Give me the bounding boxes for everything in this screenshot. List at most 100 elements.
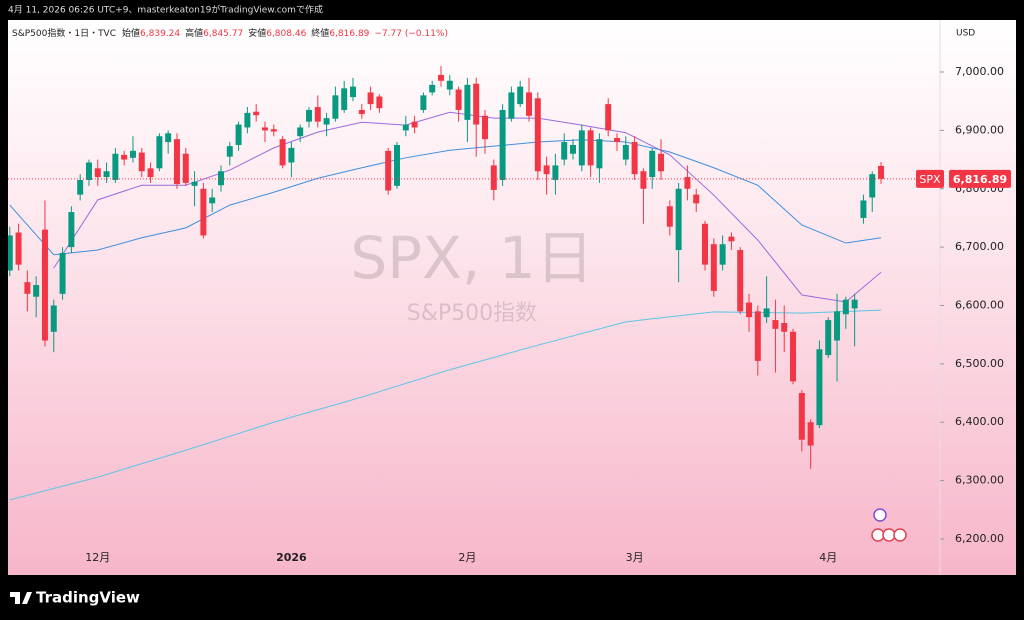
candle-body — [288, 147, 295, 163]
candle-body — [878, 165, 885, 179]
ohlc-name: 高値 — [185, 27, 203, 39]
candle-body — [438, 74, 444, 81]
candle-body — [482, 115, 488, 140]
y-tick-label: 6,300.00 — [955, 474, 1004, 487]
candle-body — [358, 109, 365, 115]
candle-body — [77, 179, 84, 195]
price-badge — [949, 169, 1011, 188]
watermark: SPX, 1日 — [350, 224, 593, 292]
moving-average — [9, 309, 882, 501]
watermark-subtitle: S&P500指数 — [407, 301, 537, 326]
candle-body — [578, 130, 585, 166]
candle-body — [376, 96, 383, 109]
ohlc-value: 6,808.46 — [266, 29, 306, 39]
caption: 4月 11, 2026 06:26 UTC+9、masterkeaton19がT… — [8, 4, 323, 16]
ohlc-name: 安値 — [248, 27, 266, 39]
candle-body — [869, 174, 876, 198]
candle-body — [253, 111, 260, 116]
candle-body — [341, 88, 348, 110]
candle-body — [596, 139, 603, 169]
candle-body — [702, 223, 709, 265]
candle-body — [772, 320, 779, 329]
candle-body — [737, 250, 744, 312]
candle-body — [323, 118, 330, 125]
candle-body — [851, 299, 858, 309]
y-tick-label: 6,400.00 — [955, 415, 1004, 428]
candle-body — [490, 165, 497, 190]
logo: TradingView — [10, 589, 140, 607]
candle-body — [24, 282, 31, 294]
candle-body — [622, 144, 629, 160]
candle-body — [156, 136, 163, 169]
x-tick-label: 12月 — [85, 551, 110, 564]
candle-body — [305, 109, 312, 122]
candle-body — [226, 146, 233, 157]
candle-body — [543, 165, 550, 175]
candle-body — [420, 95, 427, 110]
legend: S&P500指数・1日・TVC 始値6,839.24 高値6,845.77 安値6,8… — [12, 27, 448, 39]
candle-body — [349, 86, 356, 98]
candle-body — [842, 299, 849, 315]
candle-body — [8, 235, 13, 271]
y-tick-label: 6,900.00 — [955, 123, 1004, 136]
candle-body — [85, 162, 92, 180]
candle-body — [217, 171, 224, 186]
candle-body — [173, 139, 180, 185]
candle-body — [33, 285, 40, 297]
candle-body — [728, 236, 735, 242]
candle-body — [587, 130, 594, 166]
symbol-label: SPX — [919, 173, 941, 186]
ohlc-value: 6,845.77 — [203, 29, 243, 39]
candle-body — [508, 92, 515, 119]
candle-body — [235, 124, 242, 145]
ohlc-name: 終値 — [311, 27, 329, 39]
candle-body — [517, 86, 524, 105]
candle-body — [402, 124, 409, 131]
candle-body — [666, 206, 673, 227]
candle-body — [270, 129, 277, 132]
candle-body — [473, 83, 480, 125]
price-label: 6,816.89 — [953, 173, 1007, 186]
candle-body — [429, 84, 436, 93]
candle-body — [631, 142, 638, 175]
candle-body — [790, 331, 797, 382]
candle-body — [332, 95, 339, 119]
candle-body — [138, 152, 145, 172]
candle-body — [816, 349, 823, 426]
change: −7.77 (−0.11%) — [374, 29, 448, 39]
candle-body — [605, 104, 612, 131]
candle-body — [41, 229, 48, 341]
candle-body — [561, 142, 568, 160]
candle-body — [834, 311, 841, 341]
candle-body — [244, 112, 251, 128]
candle-body — [385, 150, 392, 191]
candle-body — [446, 80, 453, 90]
moving-average — [9, 139, 882, 256]
candle-body — [147, 168, 154, 178]
candle-body — [570, 144, 577, 154]
candle-body — [103, 171, 110, 178]
ohlc-value: 6,816.89 — [329, 29, 369, 39]
candle-body — [526, 92, 532, 116]
candle-body — [209, 197, 216, 204]
ohlc-name: 始値 — [122, 27, 140, 39]
candle-body — [314, 107, 321, 122]
x-tick-label: 2月 — [458, 551, 476, 564]
candle-body — [121, 154, 128, 160]
x-tick-label: 2026 — [276, 551, 307, 564]
candle-body — [798, 393, 805, 440]
candle-body — [534, 98, 541, 172]
candle-body — [279, 139, 286, 166]
event-icons — [871, 508, 907, 542]
y-tick-label: 6,200.00 — [955, 532, 1004, 545]
candle-body — [464, 84, 471, 120]
y-tick-label: 6,700.00 — [955, 240, 1004, 253]
candle-body — [200, 188, 207, 236]
candle-body — [746, 302, 753, 318]
y-tick-label: 7,000.00 — [955, 65, 1004, 78]
candle-body — [455, 89, 462, 110]
candle-body — [68, 212, 75, 248]
x-tick-label: 4月 — [819, 551, 837, 564]
candle-body — [50, 305, 57, 332]
